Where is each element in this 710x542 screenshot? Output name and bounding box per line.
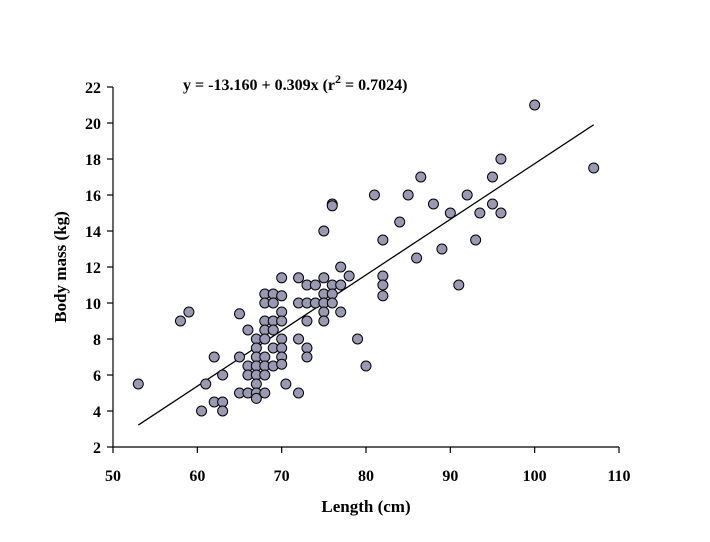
data-point: [293, 333, 305, 345]
x-axis-label: Length (cm): [321, 497, 410, 516]
y-tick-label: 6: [93, 368, 101, 385]
data-point: [259, 333, 271, 345]
x-tick-label: 100: [523, 468, 547, 485]
ticks: 50 60 70 80 90 100 110 2 4 6 8 10 12 14 16 18 20 22: [85, 80, 631, 485]
y-tick-label: 18: [85, 152, 101, 169]
y-tick-label: 2: [93, 440, 101, 457]
data-point: [368, 189, 380, 201]
data-point: [495, 153, 507, 165]
data-point: [250, 392, 262, 404]
data-point: [267, 324, 279, 336]
data-point: [335, 261, 347, 273]
data-point: [377, 290, 389, 302]
data-point: [453, 279, 465, 291]
equation-superscript: 2: [335, 72, 341, 86]
data-point: [444, 207, 456, 219]
data-point: [343, 270, 355, 282]
data-point: [242, 324, 254, 336]
data-point: [377, 279, 389, 291]
data-point: [196, 405, 208, 417]
x-tick-label: 60: [189, 468, 205, 485]
y-tick-label: 10: [85, 296, 101, 313]
points-layer: [132, 99, 600, 417]
data-point: [259, 387, 271, 399]
data-point: [470, 234, 482, 246]
equation-prefix: y = -13.160 + 0.309x (r: [183, 77, 335, 94]
data-point: [402, 189, 414, 201]
data-point: [217, 405, 229, 417]
data-point: [259, 369, 271, 381]
x-tick-label: 110: [607, 468, 630, 485]
data-point: [200, 378, 212, 390]
y-tick-label: 4: [93, 404, 101, 421]
data-point: [588, 162, 600, 174]
data-point: [276, 358, 288, 370]
x-tick-label: 80: [358, 468, 374, 485]
data-point: [415, 171, 427, 183]
data-point: [495, 207, 507, 219]
data-point: [487, 198, 498, 210]
data-point: [436, 243, 448, 255]
data-point: [318, 272, 330, 284]
data-point: [474, 207, 486, 219]
data-point: [208, 351, 220, 363]
data-point: [427, 198, 439, 210]
data-point: [529, 99, 541, 111]
data-point: [217, 369, 229, 381]
data-point: [326, 297, 338, 309]
equation-suffix: = 0.7024): [341, 77, 407, 94]
data-point: [352, 333, 364, 345]
axes: [112, 87, 619, 448]
data-point: [461, 189, 473, 201]
y-tick-label: 20: [85, 116, 101, 133]
data-point: [318, 225, 330, 237]
y-tick-label: 22: [85, 80, 101, 97]
data-point: [487, 171, 498, 183]
regression-line: [137, 124, 595, 426]
data-point: [335, 279, 347, 291]
y-tick-label: 12: [85, 260, 101, 277]
data-point: [301, 351, 313, 363]
data-point: [234, 308, 245, 320]
data-point: [293, 272, 305, 284]
data-point: [377, 234, 389, 246]
data-point: [267, 297, 279, 309]
data-point: [276, 315, 288, 327]
data-point: [293, 387, 305, 399]
y-tick-label: 16: [85, 188, 101, 205]
data-point: [276, 272, 288, 284]
data-point: [183, 306, 195, 318]
data-point: [174, 315, 186, 327]
data-point: [411, 252, 423, 264]
y-tick-label: 14: [85, 224, 101, 241]
data-point: [309, 279, 321, 291]
y-tick-label: 8: [93, 332, 101, 349]
data-point: [394, 216, 406, 228]
data-point: [301, 315, 313, 327]
x-tick-label: 70: [274, 468, 290, 485]
y-axis-label: Body mass (kg): [51, 211, 70, 322]
data-point: [326, 200, 338, 212]
data-point: [132, 378, 144, 390]
x-tick-label: 90: [442, 468, 458, 485]
data-point: [318, 315, 330, 327]
data-point: [234, 351, 245, 363]
data-point: [335, 306, 347, 318]
x-tick-label: 50: [105, 468, 121, 485]
data-point: [360, 360, 372, 372]
data-point: [276, 290, 288, 302]
data-point: [280, 378, 292, 390]
regression-layer: [137, 124, 595, 426]
regression-equation: y = -13.160 + 0.309x (r2 = 0.7024): [183, 72, 407, 94]
